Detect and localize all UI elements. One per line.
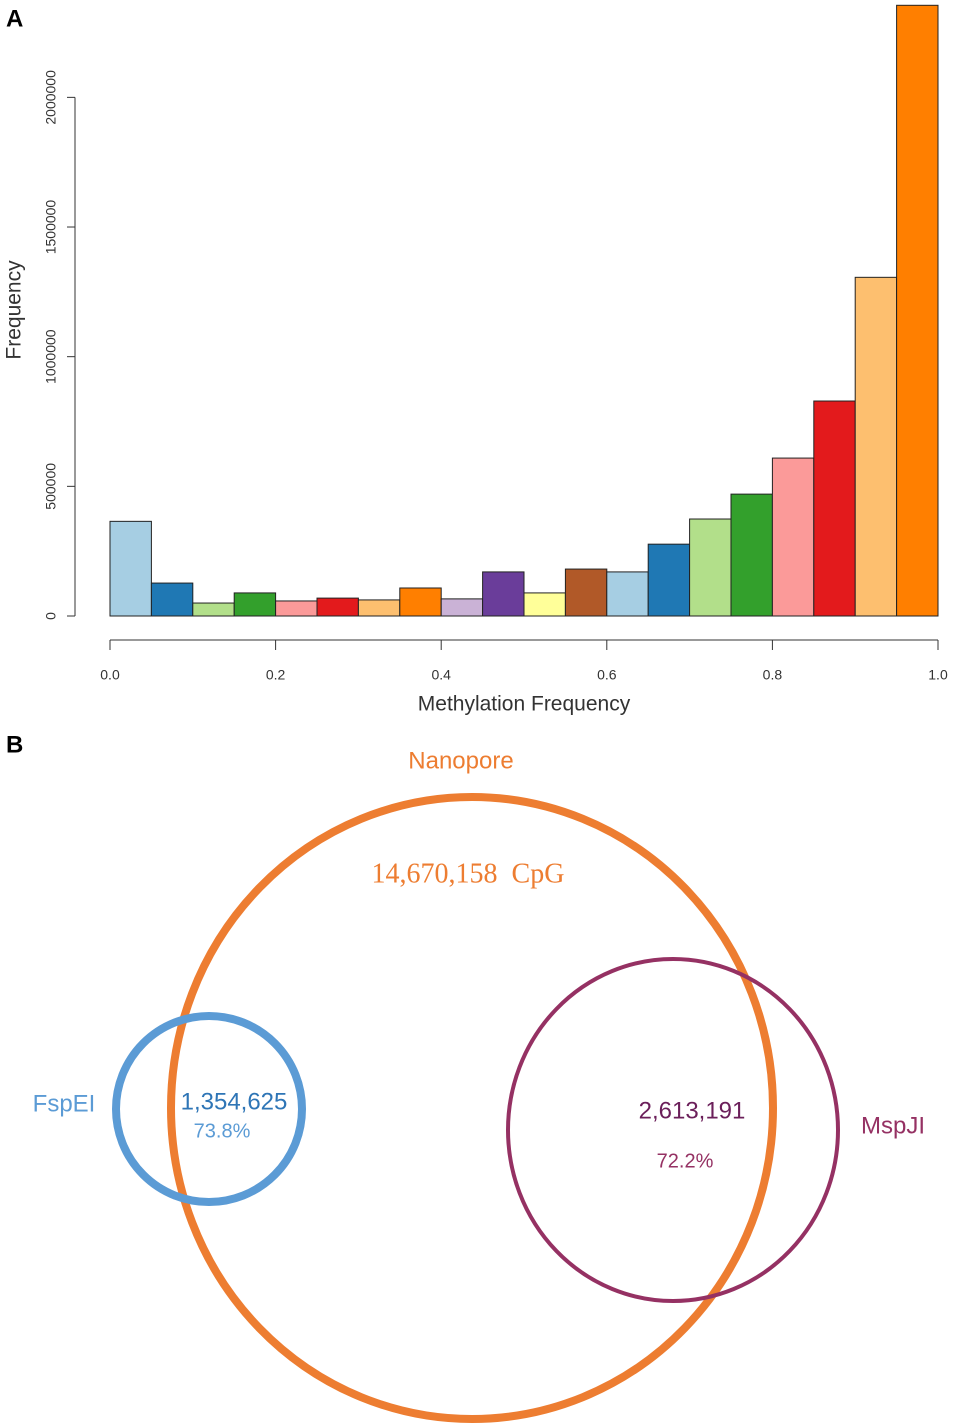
y-axis-title: Frequency (3, 260, 26, 360)
x-tick-label: 0.2 (266, 667, 286, 683)
bar (482, 571, 525, 617)
bar (150, 582, 194, 617)
y-tick-label: 500000 (43, 463, 59, 510)
x-tick-label: 0.6 (597, 667, 617, 683)
bar (357, 599, 401, 617)
venn-circle (112, 1012, 306, 1206)
bar (689, 518, 732, 617)
x-tick-label: 0.4 (431, 667, 451, 683)
set-label: FspEI (33, 1090, 96, 1117)
y-tick-label: 1000000 (43, 329, 59, 384)
y-tick-label: 0 (43, 612, 59, 620)
set-percent: 72.2% (657, 1150, 714, 1172)
set-count: 14,670,158 CpG (372, 858, 565, 889)
x-axis-title: Methylation Frequency (418, 693, 631, 716)
bar (896, 4, 939, 617)
bar (192, 602, 235, 617)
bar (730, 493, 773, 617)
bar (647, 543, 691, 617)
bar (854, 276, 898, 617)
bar (523, 592, 566, 617)
bar (606, 571, 649, 617)
y-tick-label: 2000000 (43, 70, 59, 125)
set-label: Nanopore (408, 747, 513, 774)
set-count: 1,354,625 (181, 1088, 288, 1115)
set-label: MspJI (861, 1112, 925, 1139)
venn: Nanopore 14,670,158 CpG FspEI 1,354,625 … (33, 747, 925, 1423)
y-tick-label: 1500000 (43, 200, 59, 255)
bar (399, 587, 442, 617)
set-percent: 73.8% (194, 1120, 251, 1142)
panel-label: B (6, 731, 23, 758)
venn-circle (506, 957, 840, 1303)
bar (233, 592, 277, 617)
bar (316, 597, 359, 617)
bar (771, 457, 815, 617)
bar (813, 400, 856, 617)
set-count: 2,613,191 (639, 1097, 746, 1124)
panel-label: A (6, 5, 23, 32)
x-tick-label: 0.0 (100, 667, 120, 683)
bar (564, 568, 608, 617)
bar (109, 520, 152, 617)
x-tick-label: 0.8 (763, 667, 783, 683)
bar (275, 600, 318, 617)
venn-circle (167, 793, 777, 1423)
bar (440, 598, 484, 617)
x-tick-label: 1.0 (928, 667, 948, 683)
